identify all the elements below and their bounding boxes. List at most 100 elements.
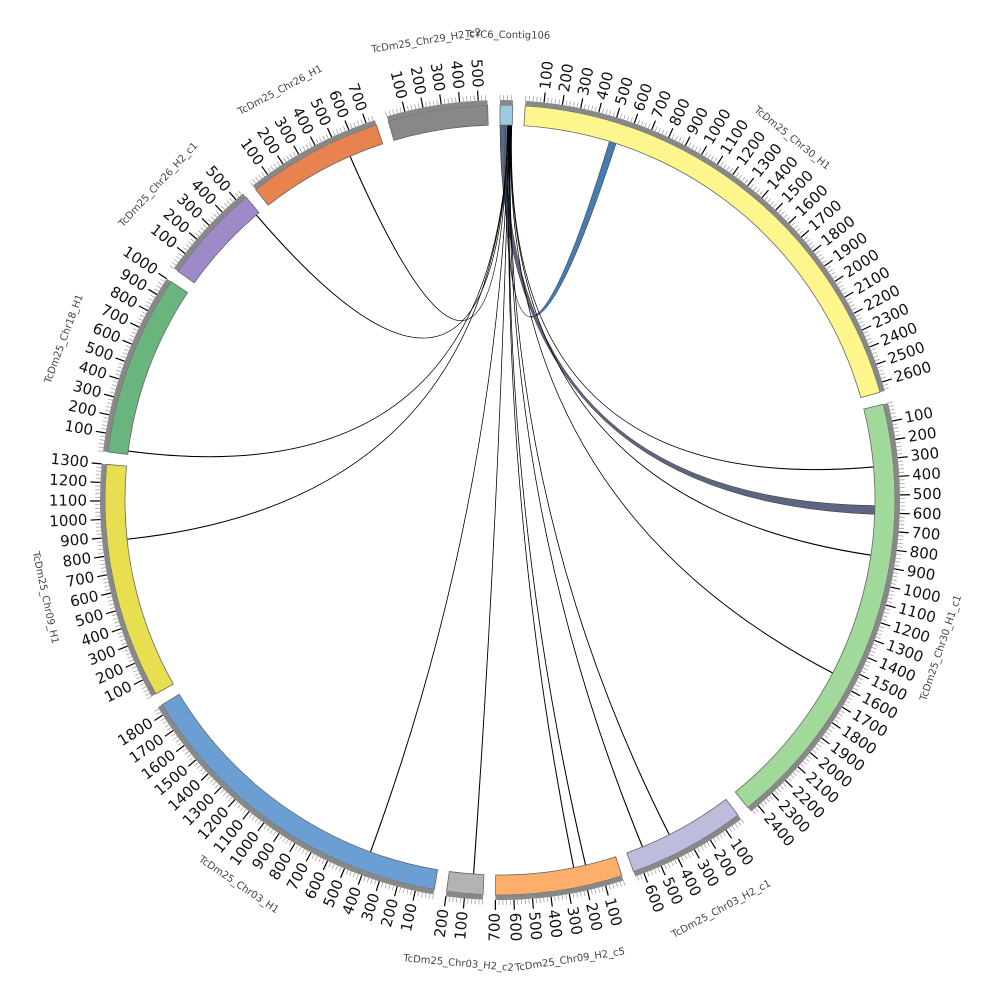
minor-tick <box>381 882 384 888</box>
minor-tick <box>356 873 359 879</box>
minor-tick <box>569 101 572 107</box>
tick-label: 900 <box>905 562 936 585</box>
minor-tick <box>830 272 836 276</box>
minor-tick <box>104 585 110 588</box>
minor-tick <box>122 352 128 355</box>
minor-tick <box>583 891 586 897</box>
tick-label: 700 <box>911 524 941 544</box>
minor-tick <box>777 787 782 793</box>
minor-tick <box>630 117 633 123</box>
minor-tick <box>160 278 165 283</box>
segment-name: TcDm25_Chr26_H2_c1 <box>116 140 200 230</box>
minor-tick <box>786 216 791 221</box>
minor-tick <box>101 424 108 427</box>
major-tick <box>834 275 844 282</box>
major-tick <box>109 375 119 380</box>
major-tick <box>859 673 870 680</box>
link <box>126 124 510 540</box>
minor-tick <box>226 200 231 205</box>
minor-tick <box>816 743 822 748</box>
minor-tick <box>105 589 111 591</box>
minor-tick <box>325 134 329 139</box>
tick-label: 200 <box>907 424 938 446</box>
tick-label: 500 <box>467 58 487 88</box>
major-tick <box>375 881 380 892</box>
tick-label: 1200 <box>49 471 88 491</box>
minor-tick <box>805 239 811 243</box>
minor-tick <box>257 820 262 825</box>
segment-axis <box>747 402 900 812</box>
minor-tick <box>121 355 127 359</box>
minor-tick <box>234 801 238 807</box>
minor-tick <box>185 244 190 248</box>
major-tick <box>188 232 198 240</box>
major-tick <box>784 779 793 788</box>
minor-tick <box>384 883 387 889</box>
major-tick <box>893 568 904 572</box>
minor-tick <box>723 164 727 169</box>
minor-tick <box>872 351 878 355</box>
tick-label: 100 <box>63 417 94 440</box>
minor-tick <box>752 810 756 815</box>
minor-tick <box>322 135 326 141</box>
minor-tick <box>740 818 745 824</box>
minor-tick <box>286 155 290 161</box>
major-tick <box>651 120 657 131</box>
minor-tick <box>432 100 435 106</box>
minor-tick <box>242 808 247 814</box>
minor-tick <box>349 871 352 877</box>
minor-tick <box>826 265 831 270</box>
minor-tick <box>823 734 828 739</box>
segment-axis <box>633 815 742 877</box>
minor-tick <box>292 151 296 157</box>
minor-tick <box>573 101 575 107</box>
segment-name: TcDm25_Chr29_H2_c2 <box>370 27 482 56</box>
minor-tick <box>392 109 395 115</box>
minor-tick <box>857 317 862 321</box>
major-tick <box>420 97 424 108</box>
minor-tick <box>691 144 695 150</box>
minor-tick <box>875 636 881 639</box>
major-tick <box>841 706 852 713</box>
minor-tick <box>670 861 674 867</box>
minor-tick <box>195 232 200 237</box>
minor-tick <box>235 193 239 198</box>
minor-tick <box>147 696 152 700</box>
minor-tick <box>209 778 214 783</box>
minor-tick <box>879 626 885 629</box>
tick-label: 100 <box>903 404 935 427</box>
minor-tick <box>897 542 903 544</box>
minor-tick <box>697 847 701 853</box>
minor-tick <box>288 841 292 846</box>
segment <box>626 798 739 873</box>
minor-tick <box>843 703 849 707</box>
minor-tick <box>671 134 675 140</box>
minor-tick <box>223 791 227 796</box>
minor-tick <box>131 331 137 335</box>
minor-tick <box>305 850 309 856</box>
minor-tick <box>554 896 556 902</box>
minor-tick <box>877 365 883 369</box>
minor-tick <box>803 236 808 241</box>
minor-tick <box>650 870 654 876</box>
minor-tick <box>866 337 872 341</box>
minor-tick <box>810 244 816 249</box>
minor-tick <box>106 596 112 599</box>
segment <box>161 693 439 890</box>
minor-tick <box>871 646 877 650</box>
major-tick <box>133 679 144 686</box>
minor-tick <box>540 97 542 103</box>
major-tick <box>214 204 223 213</box>
major-tick <box>725 829 733 839</box>
minor-tick <box>688 142 692 148</box>
minor-tick <box>882 615 888 618</box>
minor-tick <box>127 656 132 659</box>
minor-tick <box>103 417 109 419</box>
major-tick <box>326 127 333 138</box>
minor-tick <box>792 772 797 776</box>
minor-tick <box>807 755 812 759</box>
minor-tick <box>332 130 336 136</box>
minor-tick <box>829 725 835 729</box>
minor-tick <box>658 128 661 133</box>
minor-tick <box>213 213 218 218</box>
